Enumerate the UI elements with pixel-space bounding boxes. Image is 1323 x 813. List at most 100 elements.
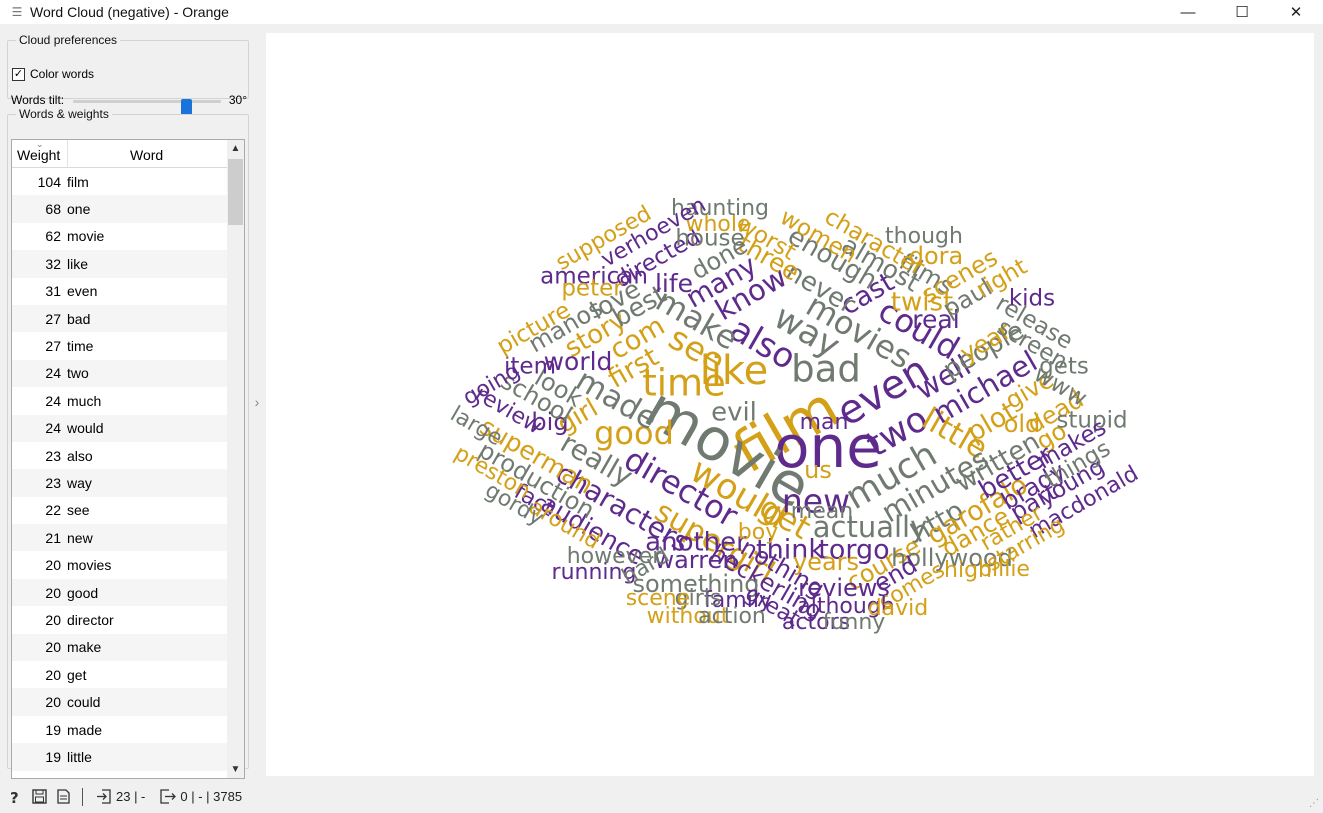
cloud-word[interactable]: kids — [1009, 286, 1055, 312]
help-icon[interactable]: ? — [6, 788, 24, 806]
table-row[interactable]: 31 even — [12, 278, 228, 305]
table-scrollbar[interactable]: ▲ ▼ — [227, 140, 244, 778]
cloud-word[interactable]: bad — [791, 348, 861, 391]
cloud-word[interactable]: haunting — [671, 196, 769, 221]
save-icon[interactable] — [30, 788, 48, 806]
table-row[interactable]: 20 make — [12, 633, 228, 662]
cloud-word[interactable]: however — [567, 544, 662, 569]
cloud-word[interactable]: funny — [823, 610, 886, 635]
cloud-word[interactable]: time — [642, 362, 726, 405]
cloud-word[interactable]: old — [1004, 410, 1041, 438]
maximize-button[interactable]: ☐ — [1235, 4, 1249, 21]
cloud-word[interactable]: hollywood — [891, 544, 1013, 572]
cloud-word[interactable]: david — [868, 596, 929, 621]
cloud-word[interactable]: another — [645, 528, 747, 558]
column-header-word[interactable]: Word — [130, 147, 164, 163]
cloud-word[interactable]: item — [504, 354, 556, 380]
cloud-word[interactable]: boy — [738, 520, 778, 545]
cloud-word[interactable]: actually — [813, 510, 928, 544]
table-row[interactable]: 23 way — [12, 469, 228, 497]
cloud-word[interactable]: gets — [1039, 354, 1089, 380]
words-tilt-slider[interactable] — [73, 99, 221, 117]
cloud-word[interactable]: house — [675, 226, 744, 252]
table-row[interactable]: 24 would — [12, 414, 228, 442]
cloud-word[interactable]: peter — [561, 276, 623, 302]
scrollbar-thumb[interactable] — [228, 159, 243, 225]
cloud-word[interactable]: stupid — [1056, 408, 1127, 434]
table-row[interactable]: 62 movie — [12, 223, 228, 250]
cloud-word[interactable]: whole — [685, 212, 750, 237]
table-row[interactable]: 19 made — [12, 716, 228, 743]
color-words-row[interactable]: ✓ Color words — [12, 67, 94, 81]
cloud-word[interactable]: think — [756, 535, 824, 566]
cloud-word[interactable]: years — [793, 548, 859, 576]
cloud-word[interactable]: warren — [654, 546, 737, 574]
cloud-word[interactable]: world — [544, 347, 613, 376]
cloud-word[interactable]: new — [782, 482, 850, 521]
table-row[interactable]: 24 much — [12, 387, 228, 414]
resize-grip-icon[interactable]: ⋰ — [1309, 798, 1319, 809]
cloud-word[interactable]: family — [704, 588, 772, 613]
table-row[interactable]: 20 could — [12, 688, 228, 716]
word-cell: bad — [67, 310, 91, 327]
word-cell: film — [67, 173, 89, 190]
table-row[interactable]: 23 also — [12, 442, 228, 469]
cloud-word[interactable]: big — [531, 408, 568, 436]
table-row[interactable]: 27 time — [12, 332, 228, 359]
input-summary: 23 | - — [116, 789, 146, 804]
cloud-word[interactable]: man — [800, 410, 849, 435]
cloud-word[interactable]: one — [774, 413, 882, 481]
words-table[interactable]: ⌄ Weight Word 104 film 68 one 62 movie 32 like 3… — [11, 139, 245, 779]
cloud-word[interactable]: reviews — [798, 574, 890, 602]
scroll-down-icon[interactable]: ▼ — [230, 764, 241, 775]
word-cell: two — [67, 365, 89, 382]
cloud-word[interactable]: high — [944, 558, 992, 583]
table-row[interactable]: 20 movies — [12, 551, 228, 578]
cloud-word[interactable]: mean — [791, 499, 853, 524]
cloud-word[interactable]: although — [797, 594, 894, 619]
cloud-word[interactable]: torgo — [818, 535, 889, 566]
weight-cell: 19 — [45, 721, 61, 738]
table-row[interactable]: 22 see — [12, 497, 228, 524]
cloud-word[interactable]: like — [700, 348, 769, 394]
cloud-word[interactable]: real — [912, 305, 959, 334]
word-cell: one — [67, 201, 91, 218]
cloud-word[interactable]: us — [804, 456, 832, 484]
column-header-weight[interactable]: Weight — [17, 147, 61, 163]
weight-cell: 20 — [45, 611, 61, 628]
cloud-word[interactable]: something — [632, 570, 759, 598]
report-icon[interactable] — [54, 788, 72, 806]
table-row[interactable]: 21 new — [12, 524, 228, 552]
table-row[interactable]: 104 film — [12, 168, 228, 195]
cloud-word[interactable]: without — [647, 604, 730, 629]
title-bar: ☰ Word Cloud (negative) - Orange — ☐ ✕ — [0, 0, 1323, 24]
cloud-word[interactable]: life — [655, 269, 693, 298]
cloud-word[interactable]: twist — [891, 288, 953, 318]
table-row[interactable]: 19 little — [12, 743, 228, 771]
cloud-word[interactable]: though — [885, 224, 963, 249]
table-row[interactable]: 24 two — [12, 359, 228, 388]
cloud-word[interactable]: actors — [782, 610, 850, 635]
color-words-checkbox[interactable]: ✓ — [12, 67, 25, 81]
cloud-word[interactable]: action — [698, 604, 766, 629]
cloud-word[interactable]: american — [540, 264, 648, 290]
table-row[interactable]: 32 like — [12, 250, 228, 278]
table-row[interactable]: 27 bad — [12, 304, 228, 333]
cloud-word[interactable]: dora — [909, 242, 964, 270]
cloud-word[interactable]: running — [552, 560, 637, 585]
cloud-word[interactable]: evil — [711, 398, 757, 428]
close-button[interactable]: ✕ — [1289, 4, 1303, 21]
cloud-word[interactable]: billie — [978, 557, 1030, 582]
scroll-up-icon[interactable]: ▲ — [230, 143, 241, 154]
table-row[interactable]: 20 good — [12, 578, 228, 607]
cloud-word[interactable]: girls — [675, 586, 722, 611]
table-row[interactable]: 20 get — [12, 661, 228, 688]
collapse-panel-icon[interactable]: › — [254, 394, 260, 410]
cloud-word[interactable]: scene — [626, 586, 691, 611]
table-row[interactable]: 68 one — [12, 195, 228, 223]
cloud-word[interactable]: good — [594, 414, 674, 452]
minimize-button[interactable]: — — [1180, 3, 1196, 21]
table-row[interactable]: 20 director — [12, 606, 228, 633]
weight-cell: 20 — [45, 639, 61, 656]
